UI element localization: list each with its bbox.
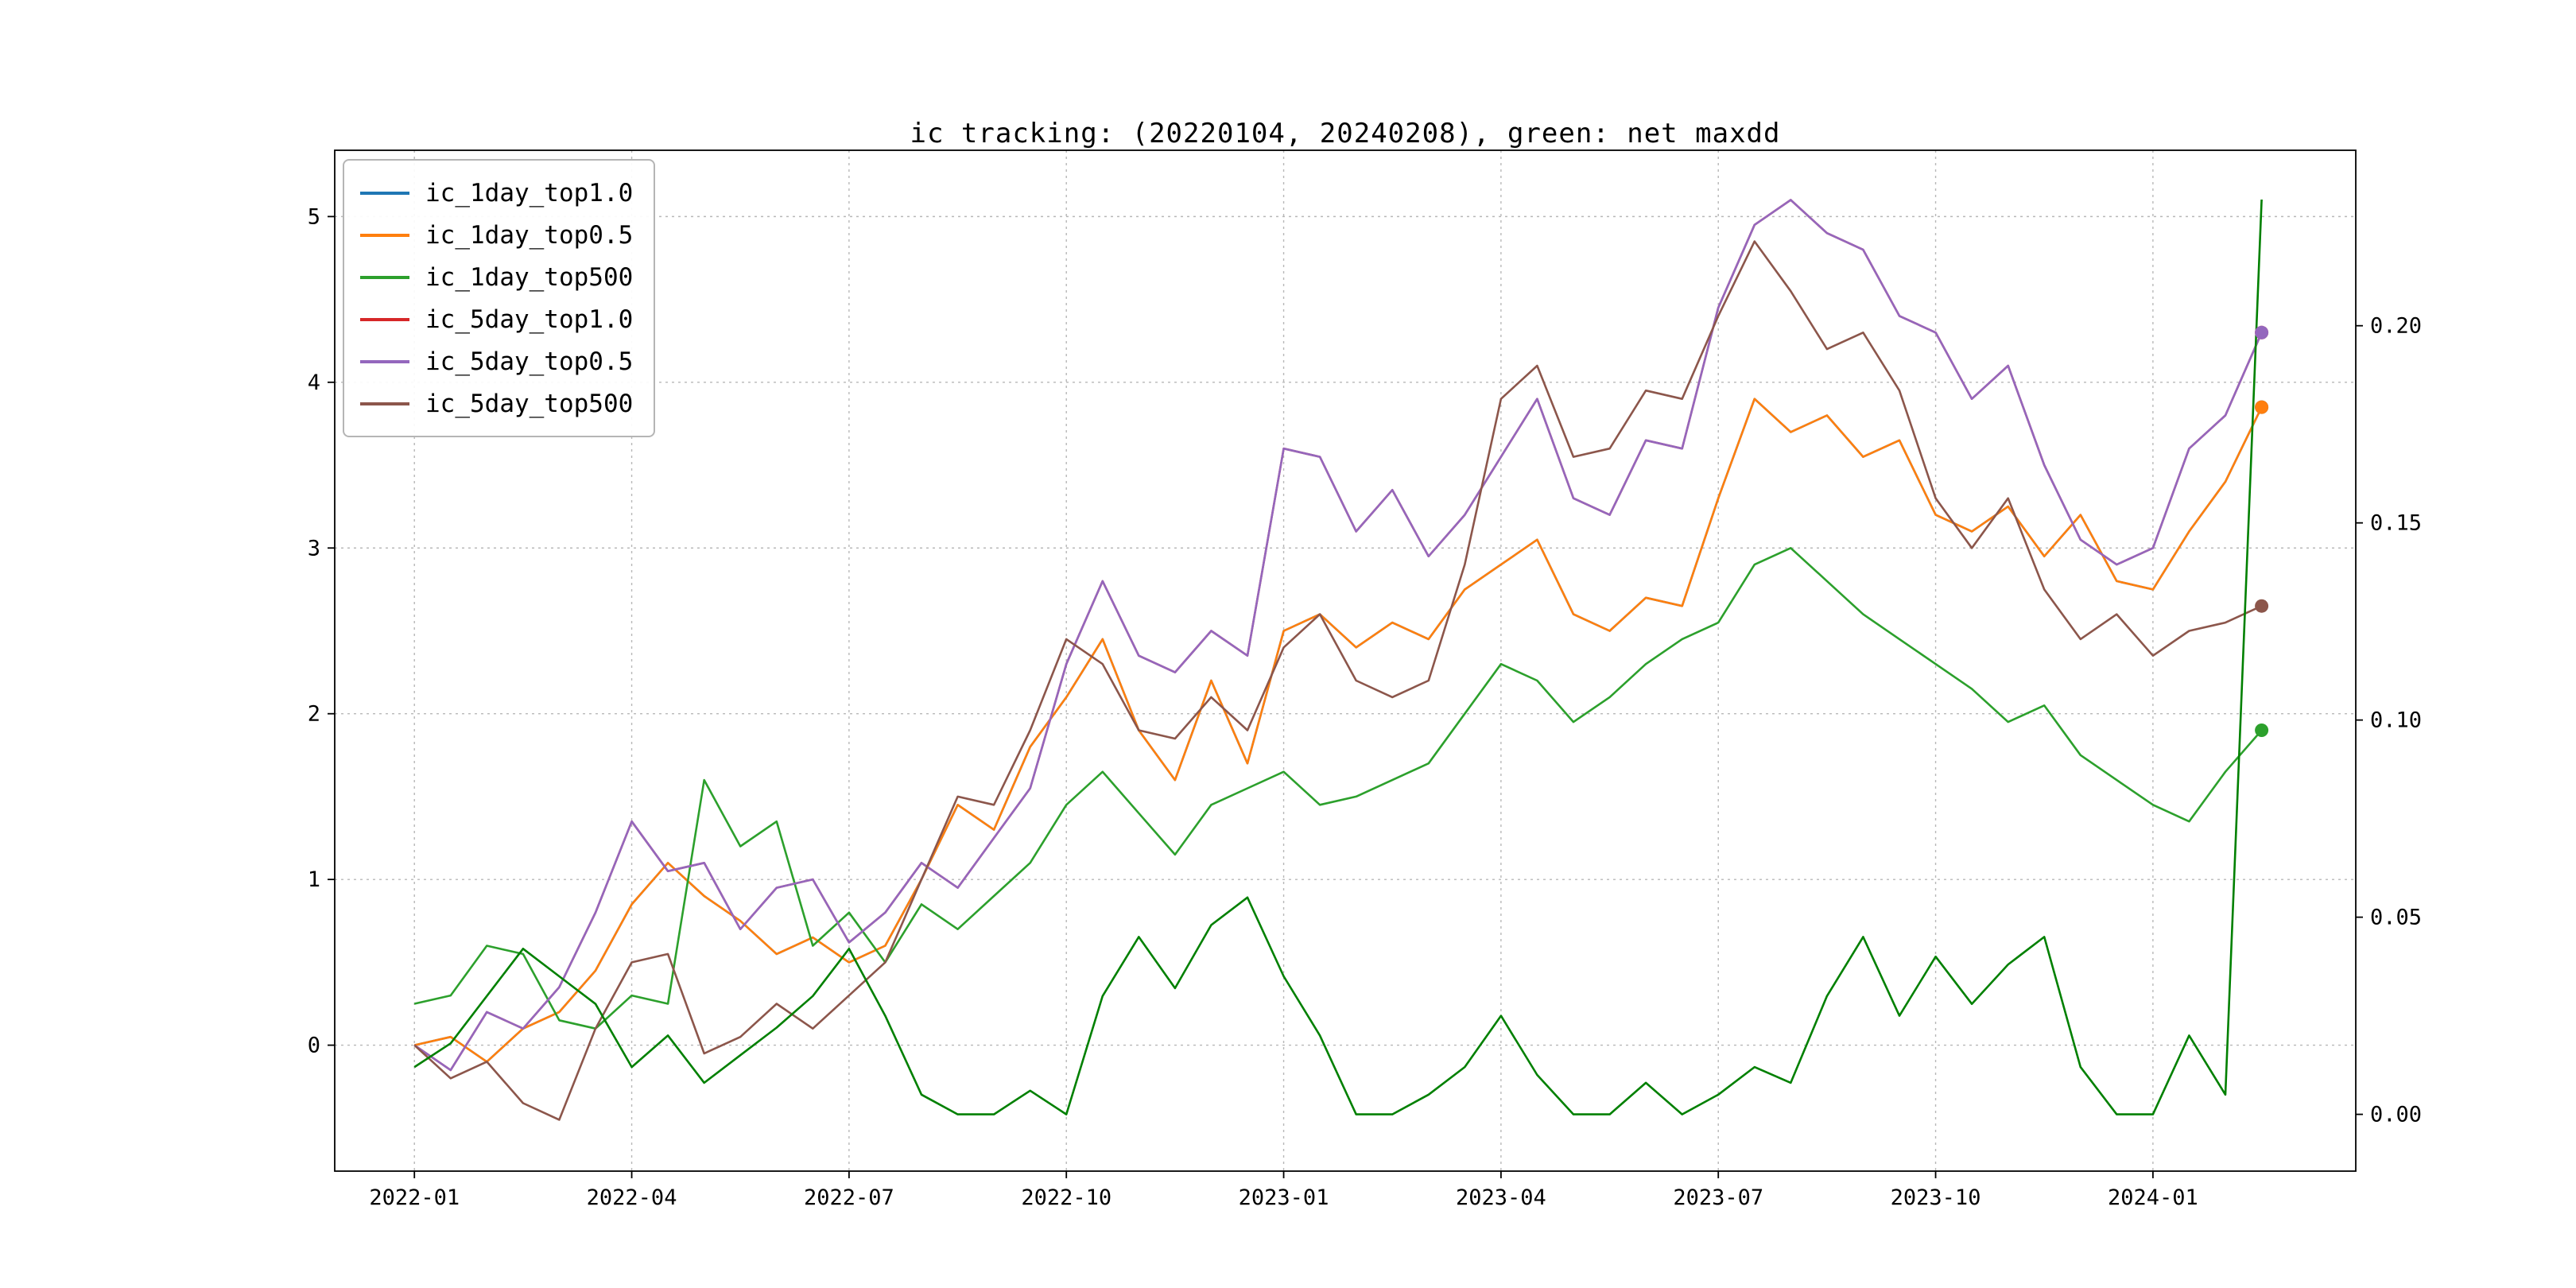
- x-tick-label: 2022-04: [587, 1185, 677, 1210]
- legend-item: ic_1day_top1.0: [360, 172, 633, 214]
- right-y-tick-label: 0.05: [2370, 906, 2422, 930]
- series-line-ic_1day_top500: [413, 546, 2263, 1030]
- series-line-net maxdd: [413, 199, 2263, 1115]
- legend-item: ic_5day_top1.0: [360, 298, 633, 340]
- x-tick-label: 2023-07: [1673, 1185, 1763, 1210]
- legend-label: ic_5day_top0.5: [425, 347, 634, 376]
- series-line-ic_1day_top0.5: [413, 398, 2263, 1063]
- end-marker-ic_1day_top0.5: [2255, 400, 2269, 414]
- x-tick-label: 2022-07: [804, 1185, 894, 1210]
- right-y-tick-label: 0.00: [2370, 1103, 2422, 1127]
- legend-label: ic_5day_top500: [425, 389, 634, 418]
- series-line-ic_5day_top0.5: [413, 199, 2263, 1072]
- legend-line-swatch: [360, 275, 409, 279]
- left-y-tick-label: 3: [308, 536, 320, 561]
- end-marker-ic_5day_top500: [2255, 599, 2269, 613]
- x-tick-label: 2022-01: [369, 1185, 460, 1210]
- legend-label: ic_1day_top0.5: [425, 220, 634, 250]
- x-tick-label: 2024-01: [2108, 1185, 2198, 1210]
- left-y-tick-label: 0: [308, 1034, 320, 1058]
- x-tick-label: 2022-10: [1021, 1185, 1111, 1210]
- legend-item: ic_1day_top500: [360, 256, 633, 298]
- end-marker-ic_1day_top500: [2255, 724, 2269, 737]
- x-tick-label: 2023-04: [1456, 1185, 1546, 1210]
- legend-line-swatch: [360, 233, 409, 237]
- series-line-ic_5day_top500: [413, 240, 2263, 1121]
- left-y-tick-label: 4: [308, 370, 320, 395]
- end-marker-ic_5day_top0.5: [2255, 325, 2269, 339]
- chart-title: ic tracking: (20220104, 20240208), green…: [910, 118, 1781, 149]
- legend-item: ic_1day_top0.5: [360, 214, 633, 256]
- left-y-tick-label: 5: [308, 204, 320, 229]
- legend-label: ic_5day_top1.0: [425, 305, 634, 334]
- legend-label: ic_1day_top500: [425, 262, 634, 292]
- legend-label: ic_1day_top1.0: [425, 178, 634, 208]
- legend-line-swatch: [360, 359, 409, 363]
- plot-border: [334, 149, 2357, 1172]
- right-y-tick-label: 0.15: [2370, 511, 2422, 536]
- left-y-tick-label: 2: [308, 702, 320, 727]
- legend-line-swatch: [360, 191, 409, 195]
- left-y-tick-label: 1: [308, 867, 320, 892]
- x-tick-label: 2023-10: [1891, 1185, 1981, 1210]
- legend-item: ic_5day_top0.5: [360, 340, 633, 382]
- series-line-ic_1day_top1.0: [413, 398, 2263, 1063]
- legend-line-swatch: [360, 317, 409, 321]
- legend-line-swatch: [360, 402, 409, 405]
- legend-item: ic_5day_top500: [360, 382, 633, 425]
- right-y-tick-label: 0.20: [2370, 314, 2422, 339]
- legend-box: ic_1day_top1.0 ic_1day_top0.5 ic_1day_top5…: [343, 159, 656, 437]
- right-y-tick-label: 0.10: [2370, 708, 2422, 733]
- x-tick-label: 2023-01: [1239, 1185, 1329, 1210]
- series-line-ic_5day_top1.0: [413, 199, 2263, 1072]
